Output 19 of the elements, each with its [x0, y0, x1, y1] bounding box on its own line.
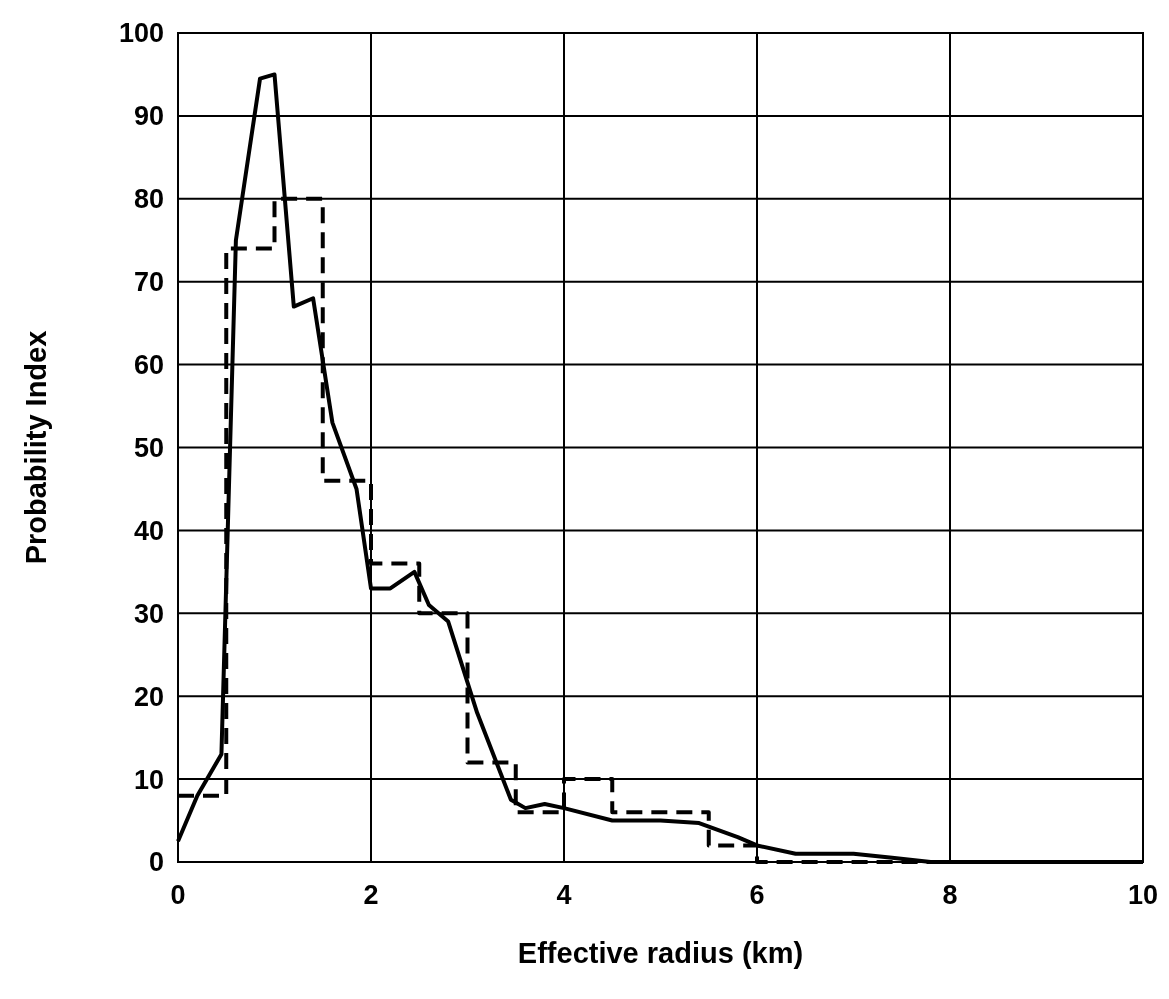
y-tick-label: 60 — [133, 350, 164, 381]
x-tick-label: 6 — [749, 880, 765, 910]
y-tick-label: 80 — [133, 184, 164, 215]
x-tick-label: 4 — [556, 880, 572, 910]
y-axis-title: Probability Index — [20, 330, 52, 565]
y-tick-label: 40 — [133, 515, 164, 546]
y-tick-label: 10 — [133, 764, 164, 795]
x-tick-label: 0 — [170, 880, 186, 910]
x-tick-label: 2 — [363, 880, 379, 910]
y-tick-label: 30 — [133, 598, 164, 629]
y-tick-label: 50 — [133, 432, 164, 463]
x-axis-title: Effective radius (km) — [517, 937, 804, 969]
x-tick-label: 8 — [942, 880, 958, 910]
y-tick-label: 70 — [133, 267, 164, 298]
y-tick-label: 0 — [148, 847, 164, 878]
y-tick-label: 90 — [133, 101, 164, 132]
y-tick-label: 20 — [133, 681, 164, 712]
x-tick-label: 10 — [1127, 880, 1159, 910]
y-tick-label: 100 — [118, 18, 164, 49]
